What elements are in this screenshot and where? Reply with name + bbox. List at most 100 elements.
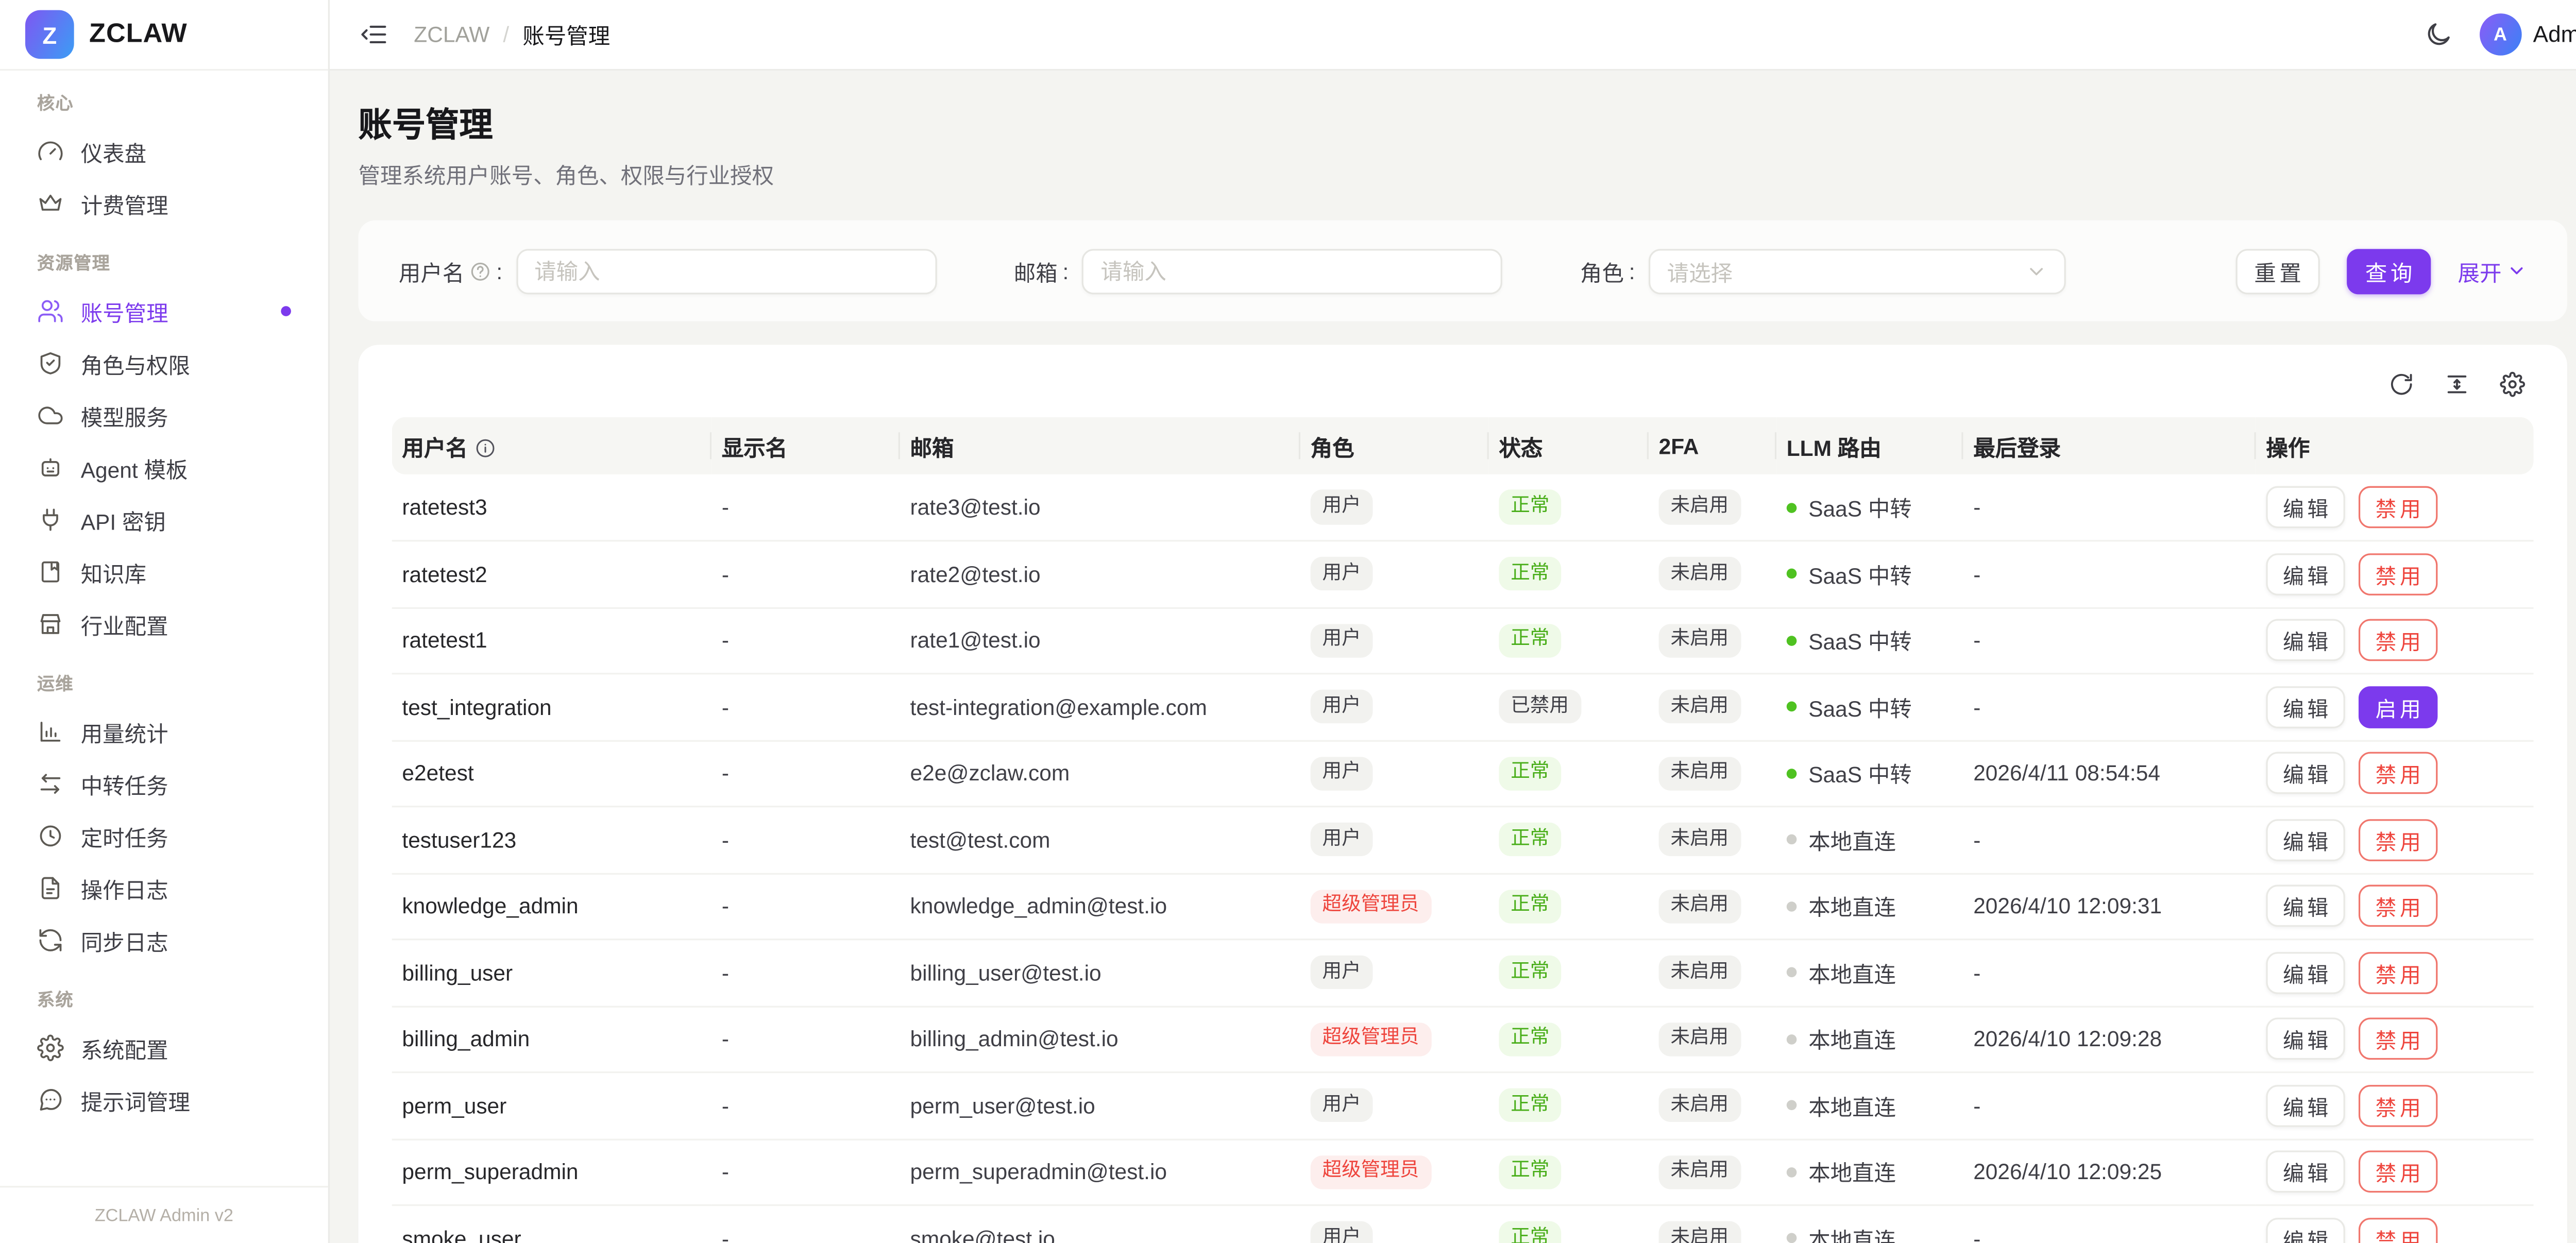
disable-user-button[interactable]: 禁用 bbox=[2359, 1151, 2438, 1193]
disable-user-button[interactable]: 禁用 bbox=[2359, 819, 2438, 861]
brand-name: ZCLAW bbox=[89, 19, 188, 48]
email-filter-input[interactable] bbox=[1082, 248, 1503, 294]
edit-user-button[interactable]: 编辑 bbox=[2266, 1018, 2345, 1060]
disable-user-button[interactable]: 禁用 bbox=[2359, 885, 2438, 927]
sidebar-item-store[interactable]: 行业配置 bbox=[20, 599, 308, 649]
refresh-table-button[interactable] bbox=[2389, 372, 2414, 397]
disable-user-button[interactable]: 禁用 bbox=[2359, 1018, 2438, 1060]
username-filter-input[interactable] bbox=[516, 248, 937, 294]
twofa-badge: 未启用 bbox=[1658, 1022, 1740, 1057]
table-header-row: 用户名 显示名 邮箱 角色 状态 2FA LLM 路由 最后登录 操作 bbox=[392, 417, 2534, 474]
sidebar-item-shield[interactable]: 角色与权限 bbox=[20, 338, 308, 388]
disable-user-button[interactable]: 禁用 bbox=[2359, 951, 2438, 994]
disable-user-button[interactable]: 禁用 bbox=[2359, 619, 2438, 662]
sidebar-item-sync[interactable]: 同步日志 bbox=[20, 915, 308, 965]
twofa-cell: 未启用 bbox=[1648, 939, 1777, 1007]
role-cell: 用户 bbox=[1300, 806, 1489, 874]
sidebar-item-file[interactable]: 操作日志 bbox=[20, 863, 308, 913]
sidebar-item-gear[interactable]: 系统配置 bbox=[20, 1023, 308, 1073]
enable-user-button[interactable]: 启用 bbox=[2359, 686, 2438, 728]
sidebar-item-swap[interactable]: 中转任务 bbox=[20, 759, 308, 809]
role-cell: 用户 bbox=[1300, 1072, 1489, 1140]
edit-user-button[interactable]: 编辑 bbox=[2266, 686, 2345, 728]
status-badge: 正常 bbox=[1499, 1022, 1562, 1057]
role-cell: 用户 bbox=[1300, 474, 1489, 542]
sidebar-item-label: Agent 模板 bbox=[80, 456, 188, 482]
sidebar-item-plug[interactable]: API 密钥 bbox=[20, 495, 308, 545]
email-cell: knowledge_admin@test.io bbox=[900, 873, 1301, 941]
edit-user-button[interactable]: 编辑 bbox=[2266, 553, 2345, 595]
status-cell: 已禁用 bbox=[1488, 673, 1649, 741]
edit-user-button[interactable]: 编辑 bbox=[2266, 1084, 2345, 1127]
role-filter-select[interactable]: 请选择 bbox=[1648, 248, 2066, 294]
collapse-sidebar-button[interactable] bbox=[360, 20, 389, 49]
nav-group-label: 运维 bbox=[37, 674, 74, 695]
sidebar-item-label: 仪表盘 bbox=[80, 140, 147, 166]
table-row: ratetest2- rate2@test.io 用户 正常 未启用 SaaS 中转 - 编辑… bbox=[392, 540, 2534, 608]
nav-group-label: 系统 bbox=[37, 991, 74, 1011]
edit-user-button[interactable]: 编辑 bbox=[2266, 752, 2345, 795]
topbar: ZCLAW / 账号管理 A Admin bbox=[330, 0, 2576, 71]
disable-user-button[interactable]: 禁用 bbox=[2359, 752, 2438, 795]
brand[interactable]: Z ZCLAW bbox=[0, 0, 328, 71]
brand-logo: Z bbox=[25, 10, 74, 59]
sidebar-item-crown[interactable]: 计费管理 bbox=[20, 178, 308, 229]
sidebar: Z ZCLAW 核心 仪表盘 计费管理 资源管理 账号管理 角色与权限 模型服务 Agent … bbox=[0, 0, 330, 1243]
route-status-dot bbox=[1786, 635, 1797, 646]
search-button[interactable]: 查询 bbox=[2347, 248, 2431, 294]
role-badge: 用户 bbox=[1310, 490, 1373, 524]
chart-icon bbox=[40, 722, 61, 742]
sidebar-item-chart[interactable]: 用量统计 bbox=[20, 706, 308, 757]
breadcrumb-root[interactable]: ZCLAW bbox=[414, 22, 490, 47]
table-row: perm_superadmin - perm_superadmin@test.io 超… bbox=[392, 1138, 2534, 1206]
display-name-cell: - bbox=[711, 740, 900, 808]
edit-user-button[interactable]: 编辑 bbox=[2266, 619, 2345, 662]
llm-route-cell: 本地直连 bbox=[1776, 1138, 1963, 1206]
user-menu[interactable]: A Admin bbox=[2479, 13, 2576, 56]
disable-user-button[interactable]: 禁用 bbox=[2359, 553, 2438, 595]
sidebar-item-users[interactable]: 账号管理 bbox=[20, 286, 308, 336]
sidebar-item-label: 操作日志 bbox=[80, 877, 168, 903]
status-cell: 正常 bbox=[1488, 1138, 1649, 1206]
disable-user-button[interactable]: 禁用 bbox=[2359, 1217, 2438, 1243]
table-row: perm_user - perm_user@test.io 用户 正常 未启用 本地直连 - 编… bbox=[392, 1072, 2534, 1140]
file-icon bbox=[41, 877, 60, 899]
sidebar-item-cloud[interactable]: 模型服务 bbox=[20, 390, 308, 441]
book-icon bbox=[41, 561, 60, 583]
edit-user-button[interactable]: 编辑 bbox=[2266, 1151, 2345, 1193]
last-login-cell: - bbox=[1963, 939, 2256, 1007]
store-icon bbox=[40, 614, 61, 634]
edit-user-button[interactable]: 编辑 bbox=[2266, 819, 2345, 861]
sidebar-item-clock[interactable]: 定时任务 bbox=[20, 811, 308, 861]
sidebar-item-gauge[interactable]: 仪表盘 bbox=[20, 126, 308, 177]
username-cell: knowledge_admin bbox=[392, 873, 712, 941]
route-status-dot bbox=[1786, 569, 1797, 580]
table-row: billing_admin - billing_admin@test.io 超级管理员… bbox=[392, 1006, 2534, 1074]
dark-mode-toggle[interactable] bbox=[2424, 20, 2452, 49]
twofa-badge: 未启用 bbox=[1658, 623, 1740, 658]
disable-user-button[interactable]: 禁用 bbox=[2359, 486, 2438, 529]
disable-user-button[interactable]: 禁用 bbox=[2359, 1084, 2438, 1127]
llm-route-cell: 本地直连 bbox=[1776, 873, 1963, 941]
row-density-button[interactable] bbox=[2444, 372, 2469, 397]
username-cell: ratetest1 bbox=[392, 607, 712, 675]
llm-route-cell: SaaS 中转 bbox=[1776, 607, 1963, 675]
moon-icon bbox=[2427, 23, 2449, 45]
last-login-cell: 2026/4/10 12:09:28 bbox=[1963, 1006, 2256, 1074]
last-login-cell: - bbox=[1963, 540, 2256, 608]
sidebar-item-book[interactable]: 知识库 bbox=[20, 547, 308, 597]
swap-icon bbox=[40, 774, 61, 794]
filter-username-label: 用户名 : bbox=[398, 258, 503, 285]
sidebar-item-label: 定时任务 bbox=[80, 825, 168, 850]
route-status-dot bbox=[1786, 1233, 1797, 1243]
edit-user-button[interactable]: 编辑 bbox=[2266, 486, 2345, 529]
edit-user-button[interactable]: 编辑 bbox=[2266, 1217, 2345, 1243]
edit-user-button[interactable]: 编辑 bbox=[2266, 951, 2345, 994]
edit-user-button[interactable]: 编辑 bbox=[2266, 885, 2345, 927]
expand-filters-link[interactable]: 展开 bbox=[2458, 255, 2527, 287]
role-badge: 用户 bbox=[1310, 557, 1373, 591]
reset-button[interactable]: 重置 bbox=[2235, 248, 2320, 294]
sidebar-item-chat[interactable]: 提示词管理 bbox=[20, 1075, 308, 1126]
sidebar-item-bot[interactable]: Agent 模板 bbox=[20, 442, 308, 493]
column-settings-button[interactable] bbox=[2500, 371, 2526, 397]
